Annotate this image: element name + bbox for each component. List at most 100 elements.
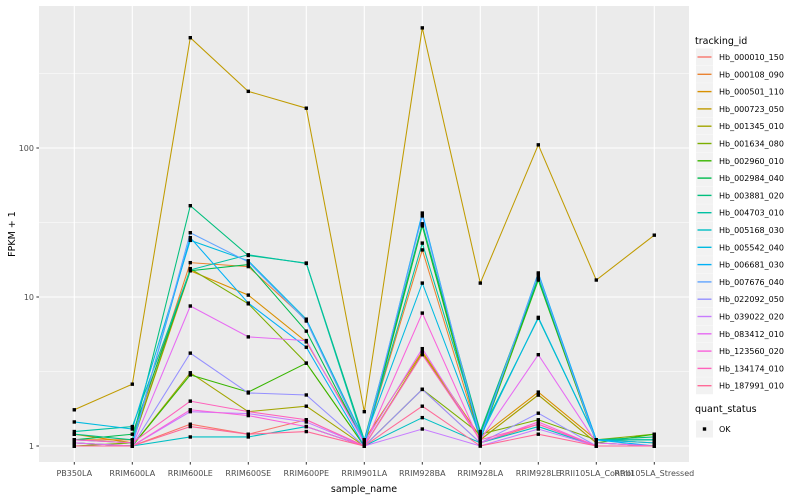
- data-point: [246, 335, 250, 339]
- legend-item-label: Hb_002984_040: [719, 174, 784, 183]
- data-point: [536, 275, 540, 280]
- data-point: [536, 432, 540, 436]
- quant-item-label: OK: [719, 425, 731, 434]
- legend-item-label: Hb_000010_150: [719, 53, 784, 62]
- legend-item-label: Hb_005168_030: [719, 226, 784, 235]
- data-point: [130, 427, 134, 431]
- data-point: [420, 214, 424, 218]
- data-point: [594, 444, 598, 448]
- data-point: [652, 444, 656, 448]
- legend-item-label: Hb_003881_020: [719, 191, 784, 200]
- x-tick-label: RRIM901LA: [341, 469, 387, 478]
- data-point: [536, 143, 540, 147]
- gridlines: [39, 6, 689, 462]
- data-point: [478, 438, 482, 442]
- legend-item-label: Hb_000723_050: [719, 105, 784, 114]
- data-point: [594, 278, 598, 282]
- data-point: [420, 222, 424, 226]
- data-point: [246, 409, 250, 414]
- data-point: [188, 424, 192, 429]
- data-point: [72, 408, 76, 412]
- data-point: [652, 441, 656, 445]
- data-point: [188, 238, 192, 243]
- legend-item-label: Hb_083412_010: [719, 330, 784, 339]
- data-point: [188, 268, 192, 272]
- legend-item-label: Hb_007676_040: [719, 278, 784, 287]
- data-point: [246, 432, 250, 436]
- data-point: [130, 382, 134, 386]
- data-point: [188, 351, 192, 355]
- data-point: [304, 261, 308, 266]
- data-point: [72, 432, 76, 436]
- x-axis-title: sample_name: [331, 484, 397, 495]
- data-point: [478, 444, 482, 448]
- data-point: [72, 444, 76, 448]
- data-point: [188, 422, 192, 426]
- legend-item-label: Hb_002960_010: [719, 157, 784, 166]
- data-point: [304, 404, 308, 408]
- data-point: [188, 236, 192, 240]
- data-point: [188, 260, 192, 265]
- data-point: [304, 393, 308, 397]
- data-point: [536, 420, 540, 424]
- data-point: [420, 387, 424, 392]
- data-point: [304, 429, 308, 434]
- data-point: [188, 435, 192, 439]
- data-point: [188, 231, 192, 235]
- data-point: [188, 203, 192, 208]
- data-point: [246, 89, 250, 94]
- data-point: [362, 441, 366, 445]
- data-point: [130, 438, 134, 442]
- data-point: [304, 418, 308, 422]
- data-point: [420, 211, 424, 215]
- data-point: [420, 427, 424, 431]
- data-point: [420, 281, 424, 285]
- data-point: [246, 435, 250, 439]
- data-point: [304, 361, 308, 365]
- data-point: [246, 301, 250, 305]
- x-tick-label: RRIM600LE: [168, 469, 213, 478]
- x-tick-label: RRII105LA_Control: [559, 469, 633, 478]
- data-point: [130, 432, 134, 436]
- legend-item-label: Hb_001634_080: [719, 140, 784, 149]
- data-point: [420, 248, 424, 252]
- axes: 1 10 100 PB350LA RRIM600LA RRIM600LE RRIM600SE…: [19, 144, 694, 478]
- data-point: [304, 424, 308, 429]
- data-point: [304, 317, 308, 321]
- data-point: [72, 420, 76, 424]
- legend-item-label: Hb_039022_020: [719, 313, 784, 322]
- data-point: [130, 424, 134, 429]
- data-point: [188, 371, 192, 375]
- x-tick-label: RRIM600PE: [284, 469, 330, 478]
- legend-item-label: Hb_004703_010: [719, 209, 784, 218]
- data-point: [246, 260, 250, 264]
- x-tick-label: PB350LA: [56, 469, 92, 478]
- data-point: [536, 272, 540, 277]
- data-points: [72, 26, 656, 448]
- data-point: [478, 435, 482, 439]
- x-tick-label: RRIM928BA: [399, 469, 446, 478]
- data-point: [362, 438, 366, 442]
- legend-item-label: Hb_000108_090: [719, 70, 784, 79]
- data-point: [478, 281, 482, 285]
- x-tick-label: RRIM600SE: [225, 469, 271, 478]
- data-point: [246, 293, 250, 297]
- data-point: [188, 409, 192, 414]
- x-tick-label: RRIM928LA: [457, 469, 503, 478]
- data-point: [594, 441, 598, 445]
- data-point: [652, 233, 656, 237]
- legend-item-label: Hb_006681_030: [719, 261, 784, 270]
- data-point: [420, 26, 424, 30]
- legend-title-tracking-id: tracking_id: [695, 36, 747, 47]
- x-tick-label: RRIM600LA: [109, 469, 155, 478]
- data-point: [304, 345, 308, 349]
- data-point: [246, 411, 250, 416]
- data-point: [536, 393, 540, 397]
- data-point: [594, 438, 598, 442]
- data-point: [304, 338, 308, 343]
- data-point: [188, 35, 192, 40]
- data-point: [188, 373, 192, 377]
- data-point: [130, 441, 134, 445]
- data-point: [304, 106, 308, 110]
